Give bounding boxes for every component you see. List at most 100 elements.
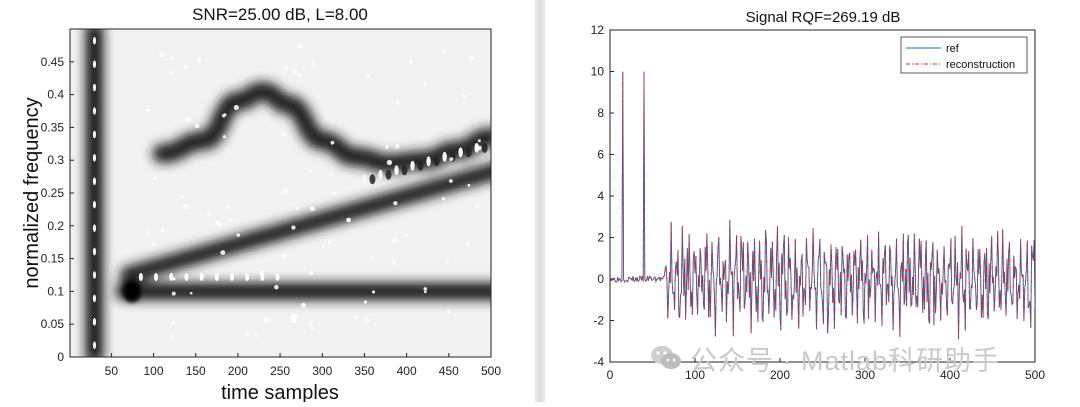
- background-sparkle: [185, 116, 191, 122]
- background-sparkle: [159, 51, 165, 57]
- line-ytick-label: 10: [591, 65, 605, 79]
- background-sparkle: [171, 291, 176, 296]
- tone-interference-dot: [245, 272, 250, 281]
- background-sparkle: [283, 66, 288, 71]
- heatmap-ytick-label: 0.05: [41, 317, 65, 331]
- impulse-interference-dot: [92, 60, 97, 68]
- background-sparkle: [353, 315, 358, 320]
- background-sparkle: [225, 205, 230, 210]
- line-ytick-label: -4: [593, 355, 604, 369]
- background-sparkle: [172, 277, 176, 281]
- panel-divider: [535, 0, 545, 402]
- background-sparkle: [309, 206, 315, 212]
- heatmap-ytick-label: 0: [57, 350, 64, 364]
- heatmap-xtick-label: 450: [439, 364, 459, 378]
- heatmap-ytick-label: 0.15: [41, 252, 65, 266]
- background-sparkle: [308, 322, 312, 326]
- heatmap-xlabel: time samples: [221, 382, 339, 402]
- line-ytick-label: -2: [593, 314, 604, 328]
- background-sparkle: [441, 197, 446, 201]
- background-sparkle: [183, 64, 188, 69]
- background-sparkle: [297, 43, 303, 49]
- tone-interference-dot: [199, 272, 204, 281]
- background-sparkle: [146, 108, 150, 113]
- heatmap-xtick-label: 500: [481, 364, 501, 378]
- line-xtick-label: 500: [1025, 368, 1045, 382]
- background-sparkle: [196, 57, 202, 63]
- background-sparkle: [310, 326, 314, 330]
- heatmap-xtick-label: 300: [312, 364, 332, 378]
- heatmap-ytick-label: 0.25: [41, 186, 65, 200]
- heatmap-xtick-label: 200: [228, 364, 248, 378]
- background-sparkle: [283, 188, 288, 193]
- background-sparkle: [469, 55, 475, 61]
- legend-label-ref: ref: [946, 43, 960, 55]
- background-sparkle: [145, 230, 150, 236]
- crossing-interference-dot: [378, 169, 383, 180]
- background-sparkle: [423, 287, 428, 291]
- impulse-interference-dot: [92, 341, 97, 350]
- right-figure-panel: Signal RQF=269.19 dB 0 100 200 300 400 500 -4…: [545, 0, 1080, 402]
- heatmap-title: SNR=25.00 dB, L=8.00: [192, 5, 368, 24]
- background-sparkle: [363, 300, 368, 304]
- background-sparkle: [447, 309, 451, 314]
- background-sparkle: [366, 74, 370, 78]
- background-sparkle: [393, 201, 398, 206]
- crossing-dark-dot: [401, 165, 408, 176]
- impulse-interference-dot: [92, 107, 97, 115]
- heatmap-xtick-label: 250: [270, 364, 290, 378]
- background-sparkle: [170, 56, 174, 60]
- line-ytick-label: 8: [597, 106, 604, 120]
- impulse-band: [85, 29, 104, 357]
- signal-line-chart: Signal RQF=269.19 dB 0 100 200 300 400 500 -4…: [591, 9, 1046, 382]
- impulse-interference-dot: [92, 177, 97, 186]
- background-sparkle: [391, 259, 397, 265]
- line-ytick-label: 2: [597, 231, 604, 245]
- crossing-interference-dot: [410, 160, 415, 171]
- background-sparkle: [259, 270, 264, 275]
- crossing-interference-dot: [426, 156, 431, 167]
- background-sparkle: [169, 70, 174, 76]
- background-sparkle: [220, 250, 226, 256]
- background-sparkle: [424, 290, 427, 294]
- background-sparkle: [151, 242, 156, 246]
- line-xtick-label: 300: [855, 368, 875, 382]
- impulse-interference-dot: [92, 294, 97, 303]
- impulse-interference-dot: [92, 200, 97, 209]
- background-sparkle: [282, 131, 287, 137]
- tone-onset-blob: [122, 280, 141, 303]
- impulse-interference-dot: [92, 271, 97, 279]
- background-sparkle: [391, 237, 398, 243]
- line-xtick-label: 0: [607, 368, 614, 382]
- impulse-interference-dot: [92, 36, 97, 45]
- background-sparkle: [180, 194, 184, 199]
- background-sparkle: [465, 241, 470, 246]
- watermark-text: 公众号 · Matlab科研助手: [690, 345, 1001, 376]
- tone-interference-dot: [260, 272, 265, 281]
- tone-interference-dot: [154, 272, 159, 281]
- background-sparkle: [292, 69, 298, 75]
- background-sparkle: [311, 62, 316, 67]
- tone-interference-dot: [169, 272, 174, 281]
- line-ytick-label: 4: [597, 189, 604, 203]
- heatmap-ylabel: normalized frequency: [21, 97, 43, 288]
- background-sparkle: [442, 49, 447, 54]
- line-ytick-label: 12: [591, 23, 605, 37]
- heatmap-ytick-label: 0.4: [47, 88, 64, 102]
- background-sparkle: [245, 332, 250, 337]
- background-sparkle: [222, 135, 226, 139]
- background-sparkle: [300, 302, 306, 308]
- tone-interference-dot: [184, 272, 189, 281]
- background-sparkle: [395, 144, 400, 149]
- background-sparkle: [371, 290, 376, 294]
- background-sparkle: [221, 114, 226, 118]
- fm-band: [152, 81, 491, 173]
- background-sparkle: [170, 335, 175, 340]
- impulse-interference-dot: [92, 247, 97, 256]
- legend-label-reconstruction: reconstruction: [946, 59, 1015, 71]
- crossing-dark-dot: [481, 142, 488, 153]
- heatmap-ytick-label: 0.3: [47, 153, 64, 167]
- background-sparkle: [386, 159, 393, 166]
- background-sparkle: [332, 192, 336, 196]
- crossing-interference-dot: [394, 165, 399, 176]
